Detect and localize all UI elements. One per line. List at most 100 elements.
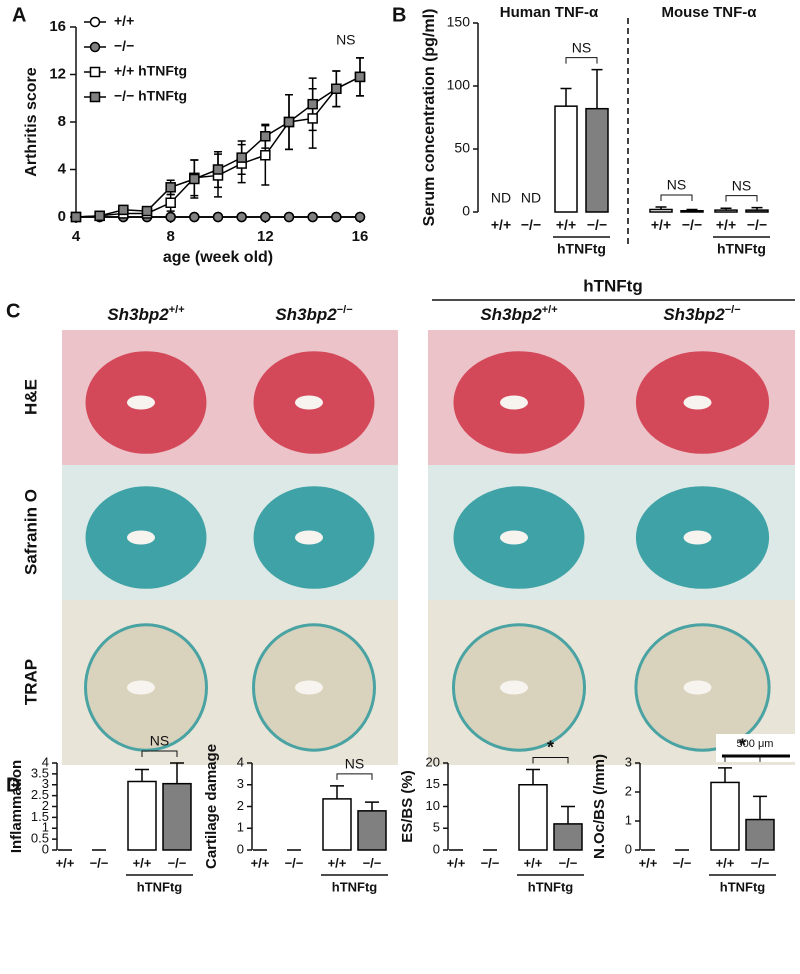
x-tick-label: −/− xyxy=(673,855,692,870)
legend-label: +/+ xyxy=(114,13,134,29)
x-tick-label: +/+ xyxy=(556,217,576,233)
group-label: hTNFtg xyxy=(583,276,642,295)
error-bar xyxy=(561,805,575,824)
y-tick-label: 100 xyxy=(447,77,471,93)
subgroup-label: hTNFtg xyxy=(717,241,766,257)
column-header: Sh3bp2−/− xyxy=(663,304,740,325)
x-tick-label: 8 xyxy=(166,228,174,245)
panel-label: B xyxy=(392,4,406,26)
x-tick-label: +/+ xyxy=(491,217,511,233)
group-title: Human TNF-α xyxy=(500,4,599,21)
marrow xyxy=(683,530,712,545)
y-tick-label: 8 xyxy=(58,113,66,130)
x-tick-label: 16 xyxy=(352,228,369,245)
error-bar xyxy=(718,767,732,783)
subgroup-label: hTNFtg xyxy=(137,879,183,894)
column-header: Sh3bp2+/+ xyxy=(480,304,557,325)
marrow xyxy=(683,680,712,695)
comparison-label: NS xyxy=(732,177,751,193)
y-axis-label: ES/BS (%) xyxy=(399,770,416,843)
error-bar xyxy=(170,762,184,784)
y-axis-label: Inflammation xyxy=(8,760,25,853)
x-tick-label: +/+ xyxy=(447,855,466,870)
bar xyxy=(649,208,673,213)
error-bar xyxy=(526,768,540,785)
data-point xyxy=(260,131,271,142)
legend-marker xyxy=(89,41,101,53)
marrow xyxy=(295,395,323,410)
bar xyxy=(714,209,738,213)
y-tick-label: 4 xyxy=(237,754,244,769)
y-tick-label: 0 xyxy=(462,203,470,219)
marrow xyxy=(683,395,712,410)
x-tick-label: +/+ xyxy=(56,855,75,870)
x-tick-label: +/+ xyxy=(716,855,735,870)
x-axis-label: age (week old) xyxy=(163,249,273,266)
x-tick-label: +/+ xyxy=(639,855,658,870)
y-tick-label: 3.5 xyxy=(31,765,49,780)
marrow xyxy=(295,680,323,695)
legend-label: −/− xyxy=(114,38,134,54)
x-tick-label: −/− xyxy=(363,855,382,870)
x-tick-label: −/− xyxy=(751,855,770,870)
data-point xyxy=(141,205,153,217)
x-tick-label: +/+ xyxy=(133,855,152,870)
data-point xyxy=(236,211,247,223)
panel-label: D xyxy=(6,774,20,796)
y-tick-label: 20 xyxy=(426,754,440,769)
error-bar xyxy=(330,785,344,799)
marrow xyxy=(127,530,155,545)
y-tick-label: 12 xyxy=(49,65,66,82)
y-tick-label: 3 xyxy=(237,776,244,791)
y-tick-label: 1 xyxy=(42,820,49,835)
bar xyxy=(518,784,548,851)
data-point xyxy=(354,211,366,223)
y-axis-label: Arthritis score xyxy=(23,67,40,176)
data-point xyxy=(307,211,318,223)
data-point xyxy=(354,71,366,83)
y-tick-label: 0.5 xyxy=(31,831,49,846)
marrow xyxy=(500,395,528,410)
y-tick-label: 4 xyxy=(58,160,67,177)
comparison-label: * xyxy=(547,737,554,757)
x-tick-label: +/+ xyxy=(328,855,347,870)
row-label: TRAP xyxy=(21,659,40,705)
data-point xyxy=(165,182,176,193)
data-point xyxy=(331,211,342,223)
x-tick-label: −/− xyxy=(682,217,702,233)
data-point xyxy=(189,211,200,223)
x-tick-label: +/+ xyxy=(524,855,543,870)
x-tick-label: −/− xyxy=(481,855,500,870)
subgroup-label: hTNFtg xyxy=(720,879,766,894)
data-point xyxy=(189,173,200,185)
data-point xyxy=(212,211,224,223)
x-tick-label: +/+ xyxy=(251,855,270,870)
y-tick-label: 16 xyxy=(49,18,66,35)
subgroup-label: hTNFtg xyxy=(557,241,606,257)
data-point xyxy=(165,197,176,208)
y-tick-label: 0 xyxy=(625,841,632,856)
scale-bar-label: 500 μm xyxy=(737,738,774,750)
y-tick-label: 5 xyxy=(433,820,440,835)
x-tick-label: 12 xyxy=(257,228,274,245)
y-axis-label: Cartilage damage xyxy=(203,744,220,869)
bar xyxy=(710,781,740,851)
comparison-bracket xyxy=(336,773,373,780)
data-point xyxy=(283,116,295,128)
data-point xyxy=(307,98,318,110)
annotation: NS xyxy=(336,32,355,48)
column-header: Sh3bp2−/− xyxy=(275,304,352,325)
y-tick-label: 0 xyxy=(42,841,49,856)
y-tick-label: 50 xyxy=(454,140,470,156)
subgroup-label: hTNFtg xyxy=(332,879,378,894)
y-tick-label: 3 xyxy=(625,754,632,769)
x-tick-label: +/+ xyxy=(651,217,671,233)
marrow xyxy=(500,530,528,545)
x-tick-label: −/− xyxy=(559,855,578,870)
y-tick-label: 2 xyxy=(237,798,244,813)
y-tick-label: 150 xyxy=(447,14,471,30)
comparison-label: NS xyxy=(572,39,591,55)
legend-marker xyxy=(89,16,101,28)
y-tick-label: 1.5 xyxy=(31,809,49,824)
